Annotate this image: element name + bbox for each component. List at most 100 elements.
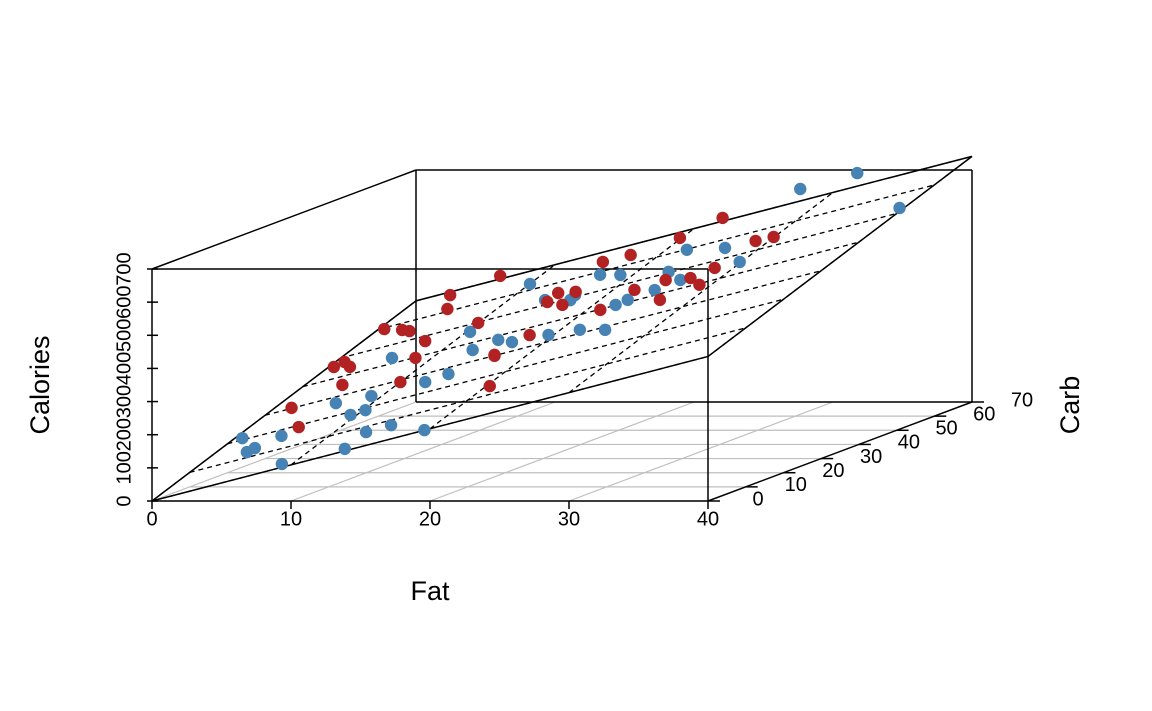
point	[680, 243, 694, 256]
x-tick-label: 20	[419, 508, 441, 530]
point	[614, 268, 627, 282]
point	[466, 343, 479, 357]
z-tick-label: 700	[113, 252, 135, 285]
point	[329, 396, 343, 410]
point	[541, 295, 554, 309]
z-tick-label: 300	[113, 385, 135, 418]
point	[708, 261, 721, 275]
point	[248, 441, 262, 455]
point	[488, 349, 501, 363]
z-tick-label: 600	[113, 285, 135, 318]
plane-line	[151, 300, 417, 502]
plane-line	[378, 184, 935, 331]
point	[624, 248, 637, 262]
point	[598, 323, 612, 337]
point	[236, 431, 249, 445]
grid-line	[290, 401, 556, 502]
plane-line	[290, 264, 556, 466]
z-tick-label: 500	[113, 319, 135, 352]
point	[418, 334, 432, 348]
x-tick-label: 0	[146, 508, 157, 530]
plane-line	[227, 298, 784, 445]
point	[551, 286, 565, 300]
point	[492, 333, 505, 347]
point	[648, 283, 661, 297]
y-axis-title: Carb	[1055, 376, 1085, 435]
point	[483, 379, 496, 393]
point	[674, 273, 687, 287]
point	[851, 166, 864, 180]
point	[716, 211, 729, 225]
point	[569, 285, 582, 299]
point	[767, 230, 780, 244]
point	[594, 303, 607, 317]
point	[343, 360, 357, 374]
point	[653, 293, 667, 307]
point	[573, 323, 587, 336]
point	[693, 278, 706, 291]
point	[893, 201, 906, 215]
point	[359, 403, 372, 417]
x-tick-label: 30	[558, 508, 580, 530]
y-tick-label: 70	[1011, 389, 1033, 411]
point	[523, 277, 537, 291]
y-tick-label: 60	[973, 403, 995, 425]
plane-line	[264, 270, 822, 416]
z-tick-label: 400	[113, 352, 135, 385]
plane-line	[429, 228, 695, 430]
point	[659, 273, 672, 287]
z-tick-label: 100	[113, 451, 135, 484]
y-tick-label: 30	[860, 446, 882, 468]
point	[471, 316, 485, 330]
plane-line	[340, 212, 897, 359]
point	[556, 298, 569, 312]
point	[365, 389, 378, 403]
point	[493, 269, 507, 283]
point	[385, 351, 399, 365]
point	[359, 425, 373, 439]
point	[749, 234, 762, 248]
y-tick-label: 0	[752, 488, 763, 510]
plane-line	[302, 241, 860, 388]
point	[596, 255, 610, 269]
point	[441, 302, 454, 316]
point	[275, 457, 289, 471]
point	[523, 328, 536, 342]
plane-line	[189, 327, 746, 474]
point	[542, 328, 555, 342]
grid-line	[429, 401, 695, 502]
point	[338, 442, 352, 456]
point	[394, 375, 407, 389]
y-tick-label: 10	[785, 474, 807, 496]
point	[621, 293, 634, 307]
grid-line	[151, 401, 417, 502]
point	[463, 325, 477, 339]
z-tick-label: 200	[113, 418, 135, 451]
point	[418, 375, 432, 389]
point	[275, 429, 288, 443]
plane-line	[568, 191, 834, 394]
point	[684, 271, 697, 285]
point	[794, 182, 807, 196]
box-edge	[151, 169, 417, 270]
point	[593, 268, 607, 281]
point	[609, 298, 622, 312]
x-tick-label: 40	[697, 508, 719, 530]
point	[409, 351, 422, 365]
point	[378, 322, 391, 336]
point	[336, 378, 349, 392]
z-axis-title: Calories	[25, 335, 55, 434]
z-tick-label: 0	[113, 495, 135, 506]
point	[443, 288, 457, 302]
y-tick-label: 20	[822, 460, 844, 482]
point	[292, 420, 305, 434]
point	[673, 231, 687, 245]
point	[628, 283, 641, 297]
y-tick-label: 50	[935, 418, 957, 440]
point	[344, 408, 357, 422]
point	[403, 324, 416, 338]
grid-line	[568, 401, 834, 502]
point	[384, 418, 398, 432]
point	[327, 360, 341, 374]
point	[418, 423, 431, 437]
